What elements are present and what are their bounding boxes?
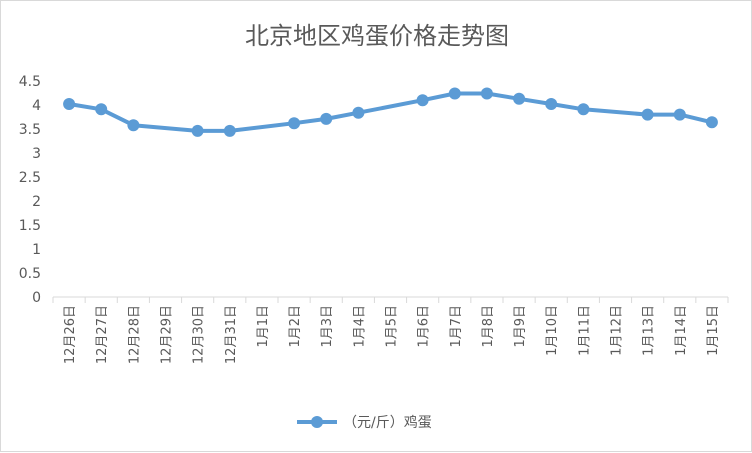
data-point [705, 116, 718, 129]
data-point [480, 87, 493, 100]
legend-label: （元/斤）鸡蛋 [343, 414, 432, 431]
y-tick-label: 1 [32, 242, 41, 258]
x-tick-label: 1月13日 [642, 305, 657, 356]
x-tick-label: 12月28日 [127, 305, 142, 364]
y-axis: 0 0.5 1 1.5 2 2.5 3 3.5 4 4.5 [19, 74, 41, 306]
x-tick-label: 1月10日 [545, 305, 560, 356]
x-tick-label: 1月14日 [674, 305, 689, 356]
x-tick-label: 1月15日 [706, 305, 721, 356]
x-tick-label: 12月30日 [192, 305, 207, 364]
x-tick-label: 12月27日 [95, 305, 110, 364]
x-axis: 12月26日 12月27日 12月28日 12月29日 12月30日 12月31日 1月1日… [52, 296, 729, 364]
data-point [577, 103, 590, 116]
x-tick-label: 1月2日 [288, 305, 303, 348]
y-tick-label: 0 [32, 290, 41, 306]
data-point [95, 103, 108, 116]
y-tick-label: 1.5 [19, 218, 41, 234]
chart-title: 北京地区鸡蛋价格走势图 [245, 22, 509, 50]
y-tick-label: 4 [32, 98, 41, 114]
x-tick-label: 1月6日 [417, 305, 432, 348]
x-tick-label: 1月7日 [449, 305, 464, 348]
data-point [191, 124, 204, 137]
data-point [127, 119, 140, 132]
y-tick-label: 2.5 [19, 170, 41, 186]
legend: （元/斤）鸡蛋 [297, 414, 432, 431]
data-point [513, 92, 526, 105]
y-tick-label: 3 [32, 146, 41, 162]
data-point [641, 108, 654, 121]
series-line [67, 91, 714, 133]
y-tick-label: 3.5 [19, 122, 41, 138]
x-tick-label: 1月12日 [610, 305, 625, 356]
x-tick-label: 1月4日 [352, 305, 367, 348]
x-tick-label: 12月31日 [224, 305, 239, 364]
y-tick-label: 2 [32, 194, 41, 210]
x-tick-label: 1月1日 [256, 305, 271, 348]
data-point [448, 87, 461, 100]
data-point [545, 98, 558, 110]
x-tick-label: 1月9日 [513, 305, 528, 348]
data-point [320, 112, 333, 125]
y-tick-label: 0.5 [19, 266, 41, 282]
data-point [673, 108, 686, 121]
x-tick-label: 1月11日 [577, 305, 592, 356]
data-point [416, 94, 429, 107]
legend-marker [311, 416, 323, 428]
y-tick-label: 4.5 [19, 74, 41, 90]
data-point [63, 98, 76, 110]
x-tick-label: 12月26日 [63, 305, 78, 364]
data-point [352, 106, 365, 119]
x-tick-label: 1月8日 [481, 305, 496, 348]
x-tick-label: 1月5日 [385, 305, 400, 348]
series-layer [63, 87, 718, 137]
data-point [223, 124, 236, 137]
x-tick-label: 12月29日 [160, 305, 175, 364]
data-point [288, 117, 301, 130]
x-tick-label: 1月3日 [320, 305, 335, 348]
